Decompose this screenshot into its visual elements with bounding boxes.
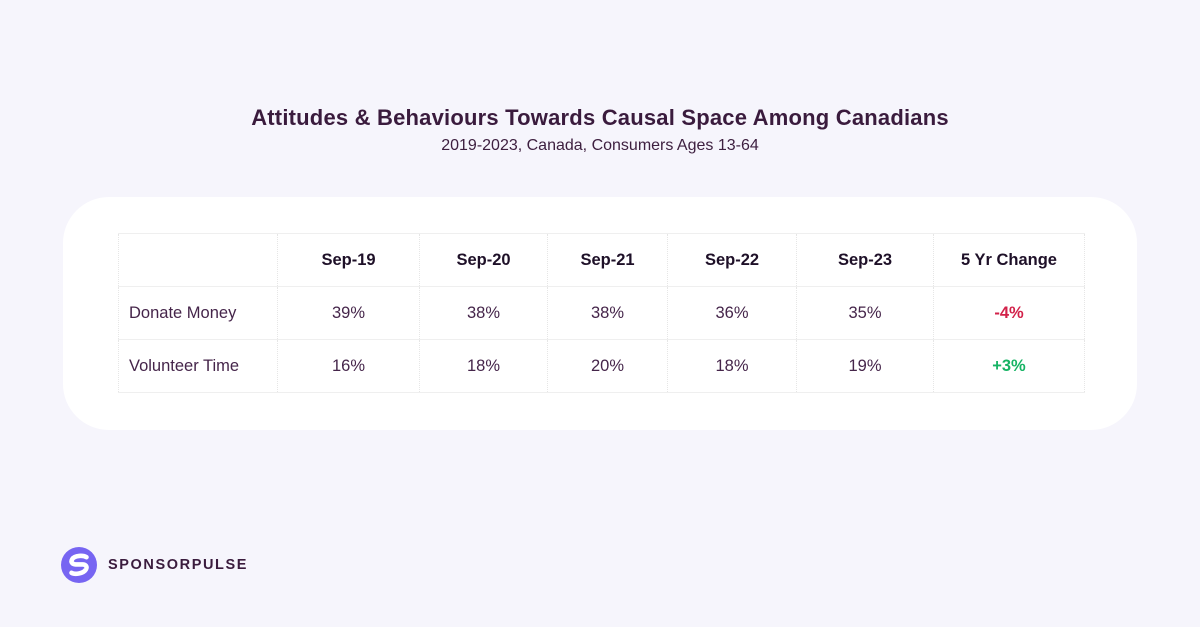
page-subtitle: 2019-2023, Canada, Consumers Ages 13-64: [441, 137, 759, 154]
row-label: Volunteer Time: [118, 339, 278, 393]
title-block: Attitudes & Behaviours Towards Causal Sp…: [0, 104, 1200, 157]
table-header-row: Sep-19 Sep-20 Sep-21 Sep-22 Sep-23 5 Yr …: [118, 233, 1085, 287]
column-header-sep19: Sep-19: [277, 233, 420, 287]
value-cell: 35%: [796, 286, 934, 340]
sponsorpulse-s-icon: [61, 547, 97, 583]
brand-name: SPONSORPULSE: [108, 557, 249, 573]
row-label: Donate Money: [118, 286, 278, 340]
value-cell: 38%: [419, 286, 548, 340]
page-title: Attitudes & Behaviours Towards Causal Sp…: [251, 105, 949, 130]
column-header-sep22: Sep-22: [667, 233, 797, 287]
value-cell: 20%: [547, 339, 668, 393]
table-card: Sep-19 Sep-20 Sep-21 Sep-22 Sep-23 5 Yr …: [63, 197, 1137, 430]
column-header-sep21: Sep-21: [547, 233, 668, 287]
change-cell-positive: +3%: [933, 339, 1085, 393]
change-cell-negative: -4%: [933, 286, 1085, 340]
value-cell: 16%: [277, 339, 420, 393]
value-cell: 19%: [796, 339, 934, 393]
value-cell: 39%: [277, 286, 420, 340]
value-cell: 18%: [419, 339, 548, 393]
column-header-sep20: Sep-20: [419, 233, 548, 287]
value-cell: 38%: [547, 286, 668, 340]
column-header-blank: [118, 233, 278, 287]
table-wrapper: Sep-19 Sep-20 Sep-21 Sep-22 Sep-23 5 Yr …: [118, 233, 1085, 393]
table-row-volunteer-time: Volunteer Time 16% 18% 20% 18% 19% +3%: [118, 339, 1085, 393]
table-row-donate-money: Donate Money 39% 38% 38% 36% 35% -4%: [118, 286, 1085, 340]
sponsorpulse-logo: SPONSORPULSE: [61, 547, 248, 583]
value-cell: 36%: [667, 286, 797, 340]
data-table: Sep-19 Sep-20 Sep-21 Sep-22 Sep-23 5 Yr …: [118, 233, 1085, 393]
value-cell: 18%: [667, 339, 797, 393]
column-header-sep23: Sep-23: [796, 233, 934, 287]
column-header-5yr-change: 5 Yr Change: [933, 233, 1085, 287]
